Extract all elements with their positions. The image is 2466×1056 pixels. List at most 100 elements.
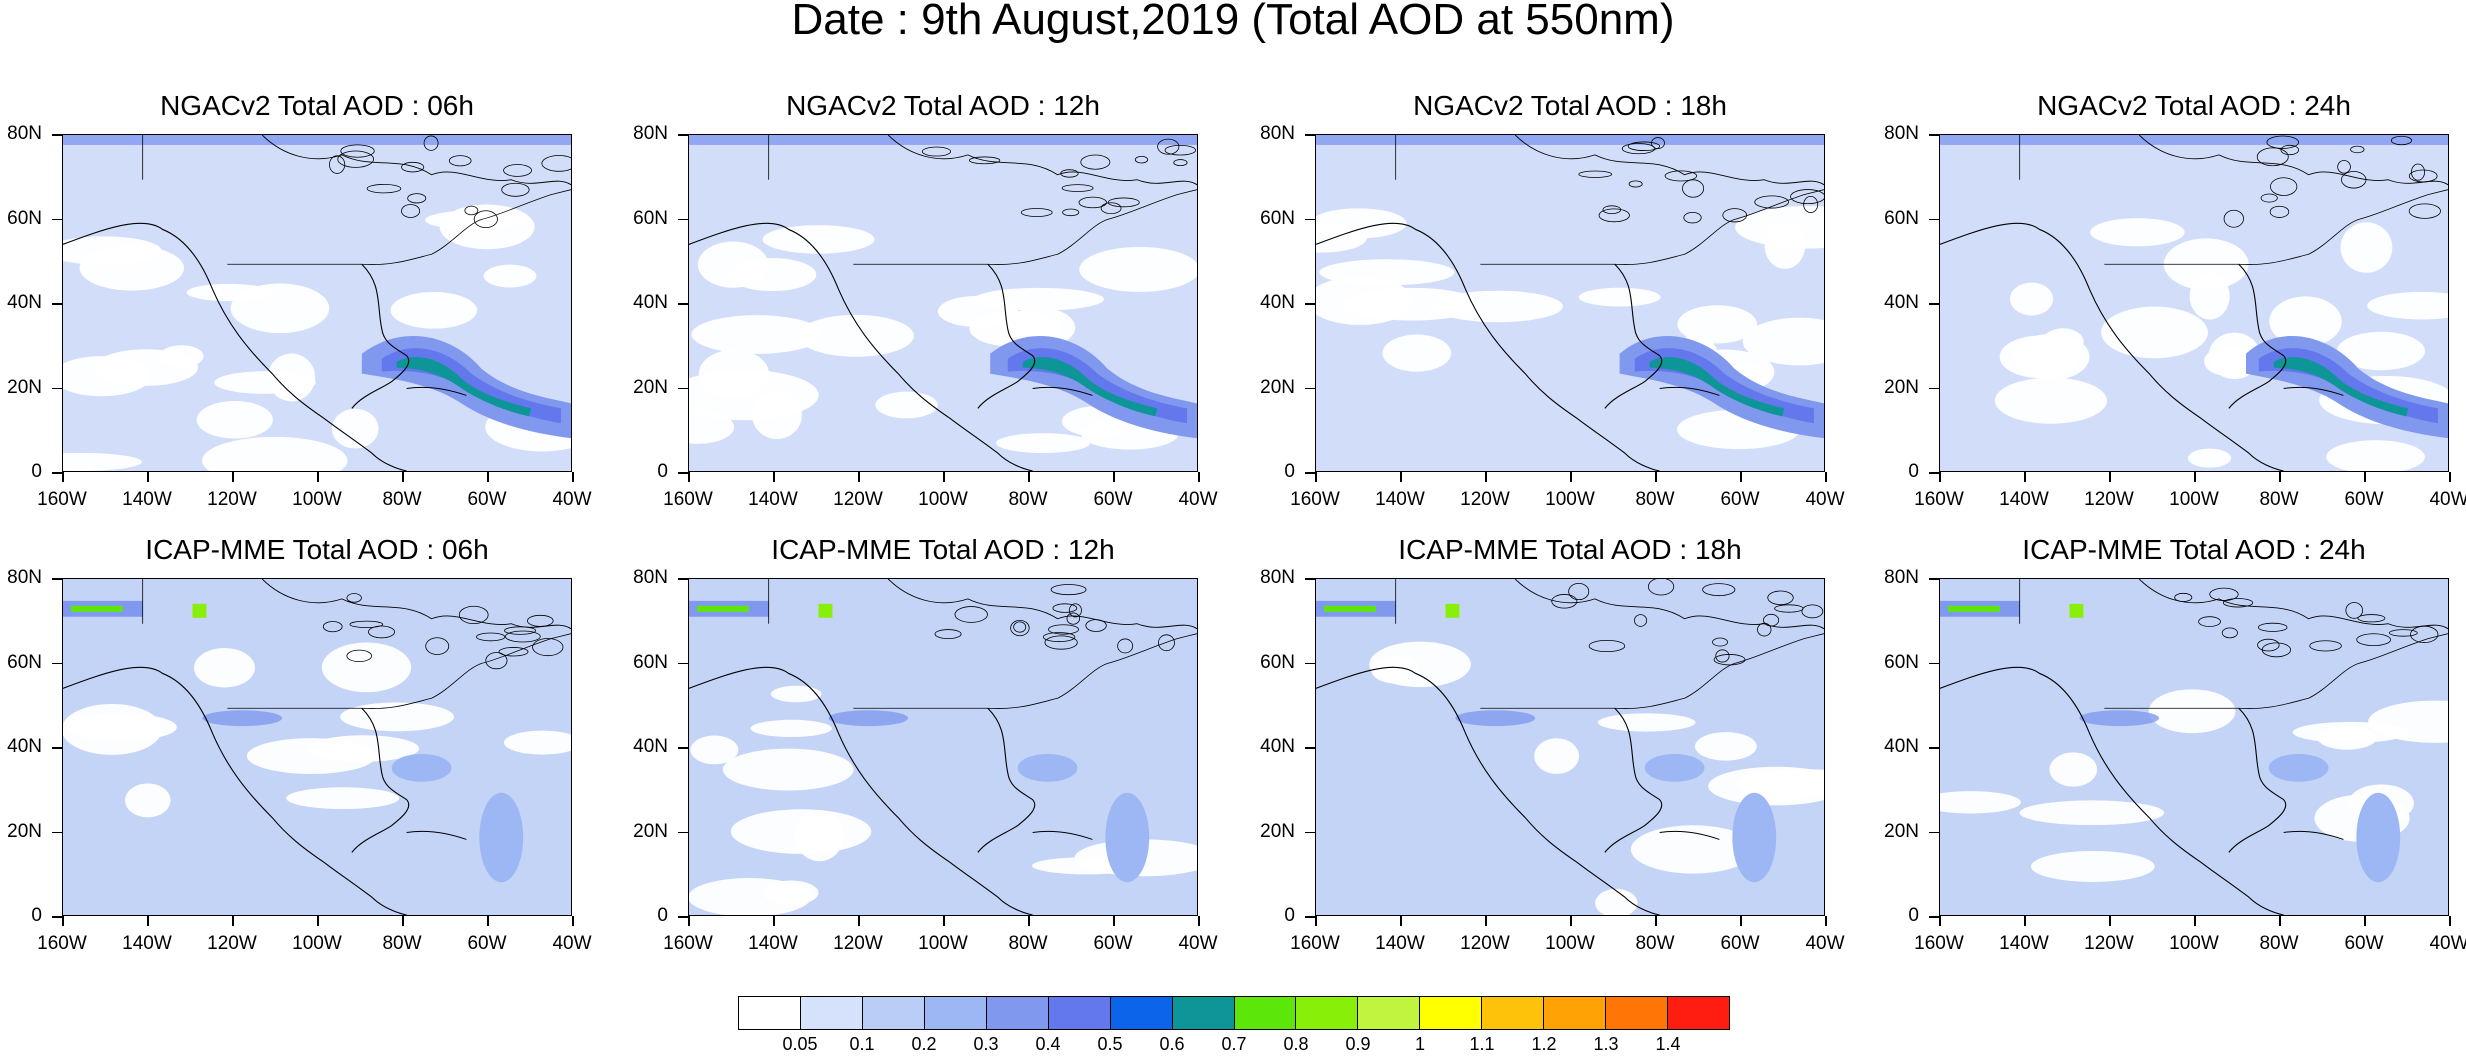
panel-title: ICAP-MME Total AOD : 12h	[771, 534, 1115, 565]
map-panel: NGACv2 Total AOD : 06h 80N 60N 40N 20N 0 160W 1…	[0, 90, 634, 538]
lat-tick-label: 80N	[633, 123, 668, 144]
lat-tick-mark	[1929, 218, 1939, 220]
lat-tick-label: 20N	[7, 376, 42, 398]
lon-tick-label: 100W	[292, 489, 342, 510]
lon-tick-label: 120W	[833, 489, 883, 510]
lat-tick-mark	[52, 134, 62, 136]
lon-tick-mark	[1485, 472, 1487, 482]
map-panel: ICAP-MME Total AOD : 18h 80N 60N 40N 20N 0 160…	[1253, 534, 1887, 982]
lon-tick-mark	[773, 916, 775, 926]
colorbar-label: 1.3	[1593, 1034, 1619, 1054]
panel-title: ICAP-MME Total AOD : 06h	[145, 534, 489, 565]
lon-tick-label: 80W	[382, 489, 422, 510]
colorbar-cell	[739, 997, 801, 1029]
colorbar-label: 1.2	[1531, 1034, 1557, 1054]
panel-title: NGACv2 Total AOD : 06h	[160, 90, 474, 121]
lon-tick-mark	[858, 472, 860, 482]
lat-tick-mark	[678, 134, 688, 136]
colorbar-label: 1.1	[1469, 1034, 1495, 1054]
lon-tick-label: 40W	[2429, 489, 2466, 510]
lat-tick-mark	[1929, 747, 1939, 749]
lat-tick-label: 0	[657, 461, 668, 482]
colorbar-cell	[1172, 997, 1235, 1029]
lon-tick-mark	[1655, 916, 1657, 926]
lon-tick-label: 160W	[1914, 933, 1964, 954]
panel-title: ICAP-MME Total AOD : 24h	[2022, 534, 2366, 565]
lon-tick-label: 120W	[207, 933, 257, 954]
lon-tick-mark	[2024, 916, 2026, 926]
colorbar-cell	[1544, 997, 1607, 1029]
lon-tick-mark	[943, 472, 945, 482]
lon-tick-label: 40W	[1805, 489, 1845, 510]
lat-tick-mark	[678, 218, 688, 220]
lat-tick-label: 80N	[1884, 567, 1919, 588]
lon-tick-label: 40W	[552, 489, 592, 510]
lon-tick-mark	[1570, 916, 1572, 926]
lon-tick-label: 140W	[1375, 933, 1425, 954]
lon-tick-mark	[572, 916, 574, 926]
lat-tick-label: 20N	[633, 820, 668, 842]
panel-title: ICAP-MME Total AOD : 18h	[1398, 534, 1742, 565]
lon-tick-mark	[1400, 916, 1402, 926]
lon-tick-label: 80W	[2259, 489, 2299, 510]
lat-tick-mark	[1929, 662, 1939, 664]
lat-tick-label: 60N	[1884, 207, 1919, 229]
lon-tick-label: 140W	[122, 489, 172, 510]
lat-tick-mark	[1929, 303, 1939, 305]
lon-tick-label: 160W	[37, 489, 87, 510]
lat-tick-mark	[678, 578, 688, 580]
lon-tick-mark	[1939, 916, 1941, 926]
lon-tick-mark	[2109, 472, 2111, 482]
lat-tick-mark	[1305, 472, 1315, 474]
lat-tick-mark	[678, 662, 688, 664]
lon-tick-label: 140W	[1999, 489, 2049, 510]
lon-tick-label: 60W	[1720, 933, 1760, 954]
lat-tick-label: 40N	[633, 736, 668, 757]
lat-tick-label: 0	[1284, 905, 1295, 926]
lon-tick-label: 160W	[663, 489, 713, 510]
lon-tick-label: 140W	[1999, 933, 2049, 954]
colorbar-cell	[862, 997, 925, 1029]
colorbar-label: 0.6	[1159, 1034, 1185, 1054]
lat-tick-mark	[52, 916, 62, 918]
lon-tick-label: 160W	[1290, 489, 1340, 510]
lat-tick-mark	[1305, 303, 1315, 305]
map-frame	[62, 578, 572, 916]
lat-tick-mark	[1305, 662, 1315, 664]
lon-tick-label: 60W	[2344, 489, 2384, 510]
lat-tick-label: 60N	[7, 207, 42, 229]
colorbar-cell	[986, 997, 1049, 1029]
lat-tick-mark	[1305, 747, 1315, 749]
colorbar-cell	[1482, 997, 1545, 1029]
lat-tick-mark	[1929, 578, 1939, 580]
lon-tick-mark	[487, 472, 489, 482]
lat-tick-label: 0	[1908, 461, 1919, 482]
lat-tick-label: 80N	[7, 567, 42, 588]
lon-tick-label: 100W	[2169, 489, 2219, 510]
lat-tick-mark	[1305, 831, 1315, 833]
lon-tick-label: 140W	[122, 933, 172, 954]
lat-tick-mark	[52, 747, 62, 749]
lon-tick-label: 40W	[2429, 933, 2466, 954]
lon-tick-label: 140W	[1375, 489, 1425, 510]
figure-title: Date : 9th August,2019 (Total AOD at 550…	[791, 0, 1675, 44]
colorbar-label: 1.4	[1655, 1034, 1681, 1054]
lat-tick-label: 80N	[633, 567, 668, 588]
lon-tick-label: 60W	[1093, 489, 1133, 510]
lon-tick-mark	[232, 916, 234, 926]
colorbar-label: 0.9	[1345, 1034, 1371, 1054]
map-frame	[1939, 578, 2449, 916]
lat-tick-mark	[1305, 578, 1315, 580]
colorbar-label: 1	[1414, 1034, 1425, 1054]
lat-tick-mark	[52, 662, 62, 664]
lat-tick-label: 0	[31, 461, 42, 482]
lat-tick-mark	[52, 831, 62, 833]
lat-tick-label: 60N	[1260, 207, 1295, 229]
lat-tick-mark	[678, 916, 688, 918]
lon-tick-mark	[773, 472, 775, 482]
lon-tick-mark	[688, 916, 690, 926]
lon-tick-mark	[2279, 916, 2281, 926]
lat-tick-label: 20N	[1260, 820, 1295, 842]
map-panel: ICAP-MME Total AOD : 12h 80N 60N 40N 20N 0 160…	[626, 534, 1260, 982]
lon-tick-label: 160W	[663, 933, 713, 954]
